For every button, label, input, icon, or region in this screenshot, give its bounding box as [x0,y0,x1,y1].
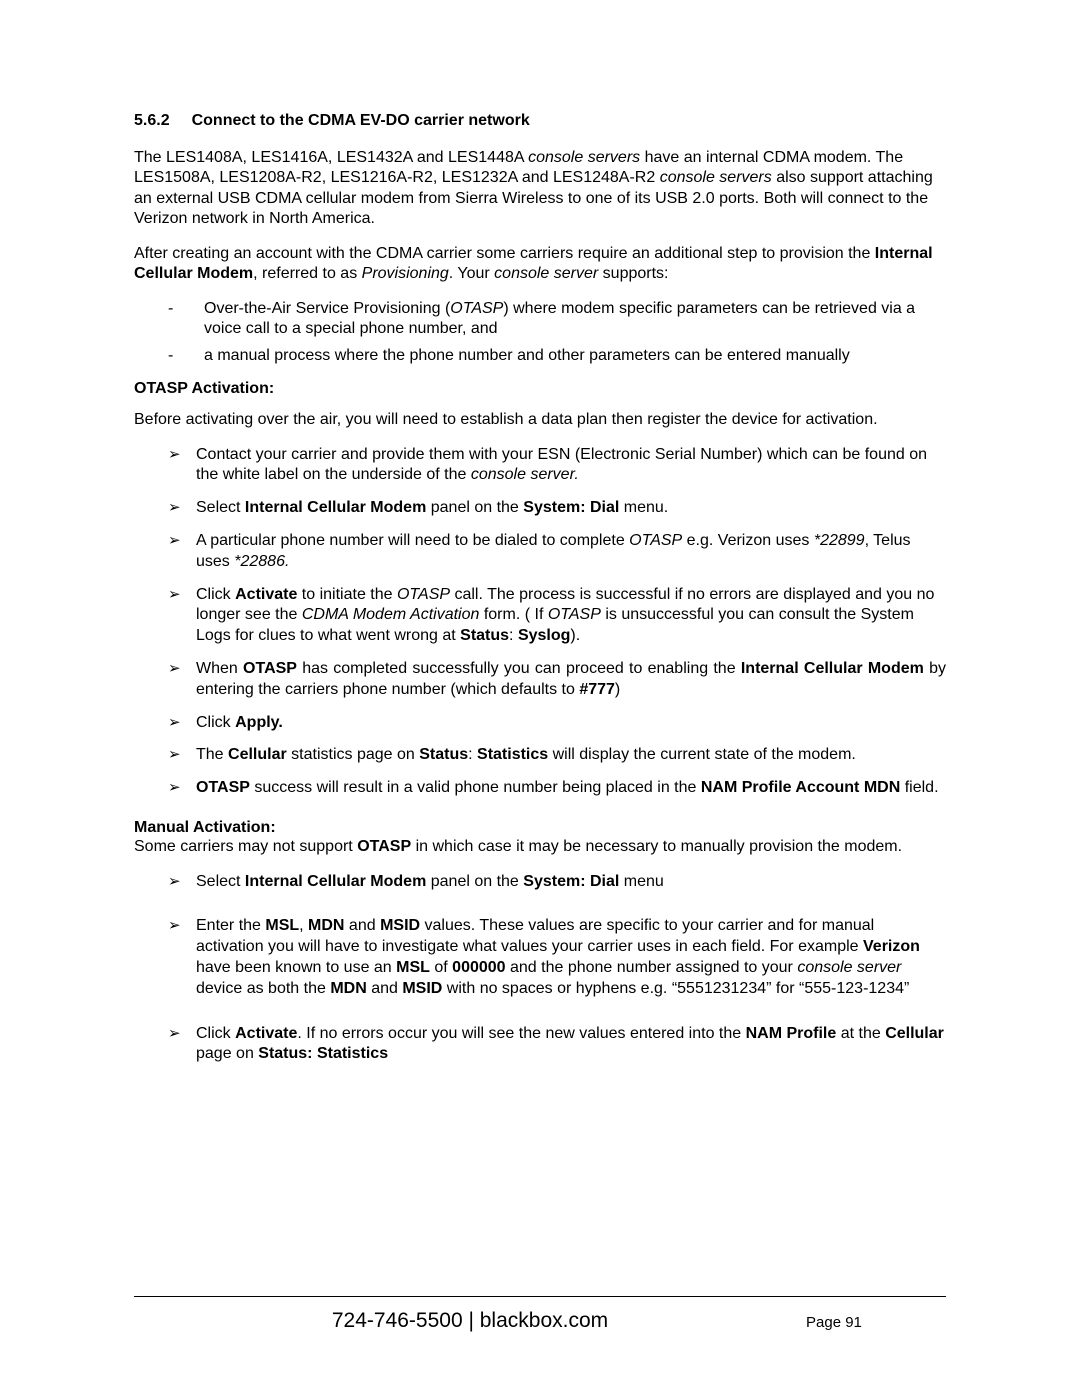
list-item: a manual process where the phone number … [134,346,946,366]
list-item: A particular phone number will need to b… [134,531,946,573]
list-item: Click Activate. If no errors occur you w… [134,1024,946,1066]
list-item: Over-the-Air Service Provisioning (OTASP… [134,299,946,340]
list-item: OTASP success will result in a valid pho… [134,778,946,799]
list-item: Select Internal Cellular Modem panel on … [134,872,946,893]
paragraph: Some carriers may not support OTASP in w… [134,837,946,857]
paragraph: The LES1408A, LES1416A, LES1432A and LES… [134,148,946,230]
document-page: 5.6.2 Connect to the CDMA EV-DO carrier n… [0,0,1080,1397]
footer-contact: 724-746-5500 | blackbox.com [134,1309,806,1333]
page-number: Page 91 [806,1314,946,1331]
section-title: Connect to the CDMA EV-DO carrier networ… [192,112,530,129]
manual-heading: Manual Activation: [134,819,946,837]
paragraph: After creating an account with the CDMA … [134,244,946,285]
list-item: When OTASP has completed successfully yo… [134,659,946,701]
list-item: Enter the MSL, MDN and MSID values. Thes… [134,916,946,999]
paragraph: Before activating over the air, you will… [134,410,946,430]
list-item: Contact your carrier and provide them wi… [134,445,946,487]
section-heading: 5.6.2 Connect to the CDMA EV-DO carrier n… [134,112,946,130]
manual-steps-list: Select Internal Cellular Modem panel on … [134,872,946,1066]
otasp-steps-list: Contact your carrier and provide them wi… [134,445,946,799]
page-footer: 724-746-5500 | blackbox.com Page 91 [134,1296,946,1333]
dash-list: Over-the-Air Service Provisioning (OTASP… [134,299,946,366]
list-item: Click Activate to initiate the OTASP cal… [134,585,946,647]
list-item: The Cellular statistics page on Status: … [134,745,946,766]
section-number: 5.6.2 [134,112,170,130]
list-item: Click Apply. [134,713,946,734]
otasp-heading: OTASP Activation: [134,380,946,398]
list-item: Select Internal Cellular Modem panel on … [134,498,946,519]
